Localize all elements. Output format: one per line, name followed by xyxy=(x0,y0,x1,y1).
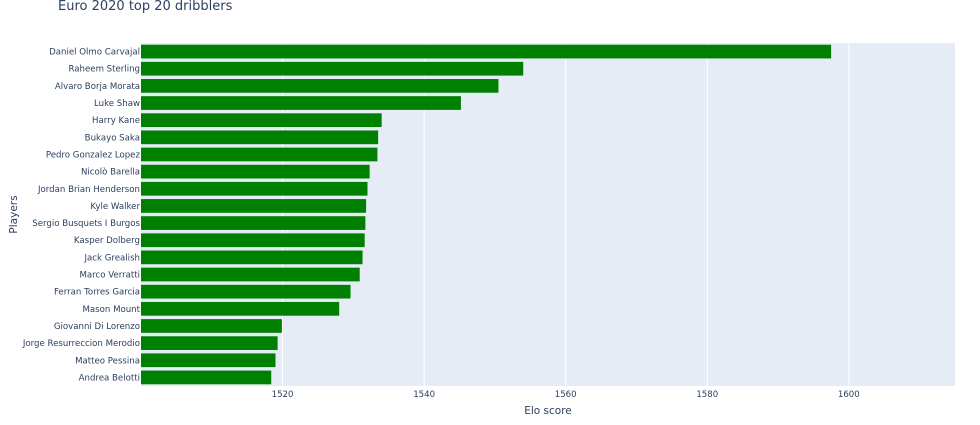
bar xyxy=(141,130,379,145)
y-tick-label: Alvaro Borja Morata xyxy=(55,82,140,92)
bar xyxy=(141,113,382,128)
x-tick-label: 1600 xyxy=(838,390,860,400)
y-tick-label: Jack Grealish xyxy=(84,253,141,263)
x-tick-labels: 1520 1540 1560 1580 1600 xyxy=(272,390,860,400)
y-tick-label: Nicolò Barella xyxy=(81,167,140,178)
y-tick-label: Kyle Walker xyxy=(90,202,140,212)
gridlines xyxy=(282,43,850,386)
y-tick-label: Kasper Dolberg xyxy=(74,236,140,246)
plot-area xyxy=(141,43,955,386)
y-tick-label: Matteo Pessina xyxy=(75,356,140,366)
y-tick-label: Jorge Resurreccion Merodio xyxy=(22,339,140,349)
y-tick-label: Daniel Olmo Carvajal xyxy=(49,48,140,58)
x-axis-title: Elo score xyxy=(524,405,572,417)
bar xyxy=(141,164,370,179)
y-tick-label: Giovanni Di Lorenzo xyxy=(54,322,140,332)
bar xyxy=(141,233,365,248)
bar xyxy=(141,96,461,110)
bar xyxy=(141,216,366,230)
y-axis-title: Players xyxy=(8,195,20,233)
bar xyxy=(141,250,363,265)
bar xyxy=(141,284,351,299)
x-tick-label: 1560 xyxy=(555,390,577,400)
y-tick-label: Andrea Belotti xyxy=(79,373,140,383)
bar xyxy=(141,301,340,316)
bar xyxy=(141,267,360,282)
y-tick-label: Raheem Sterling xyxy=(69,65,141,75)
bar xyxy=(141,353,276,368)
y-tick-label: Marco Verratti xyxy=(79,271,140,281)
y-tick-label: Mason Mount xyxy=(82,305,140,315)
bar xyxy=(141,336,278,350)
y-tick-labels: Daniel Olmo Carvajal Raheem Sterling Alvar… xyxy=(22,48,141,384)
x-tick-label: 1520 xyxy=(272,390,294,400)
bar xyxy=(141,61,524,76)
bar xyxy=(141,147,378,162)
bar xyxy=(141,181,368,196)
x-tick-label: 1540 xyxy=(413,390,435,400)
y-tick-label: Harry Kane xyxy=(92,116,140,126)
y-tick-label: Bukayo Saka xyxy=(85,133,140,143)
chart-title: Euro 2020 top 20 dribblers xyxy=(58,0,233,14)
bar xyxy=(141,370,272,385)
bar xyxy=(141,44,832,59)
bar xyxy=(141,199,367,213)
bar xyxy=(141,79,499,93)
y-tick-label: Sergio Busquets I Burgos xyxy=(32,219,140,229)
bar xyxy=(141,319,282,333)
y-tick-label: Ferran Torres Garcia xyxy=(54,288,140,298)
y-tick-label: Jordan Brian Henderson xyxy=(37,185,140,195)
y-tick-label: Luke Shaw xyxy=(94,99,140,109)
x-tick-label: 1580 xyxy=(696,390,718,400)
y-tick-label: Pedro Gonzalez Lopez xyxy=(46,150,141,160)
bars xyxy=(141,44,832,385)
